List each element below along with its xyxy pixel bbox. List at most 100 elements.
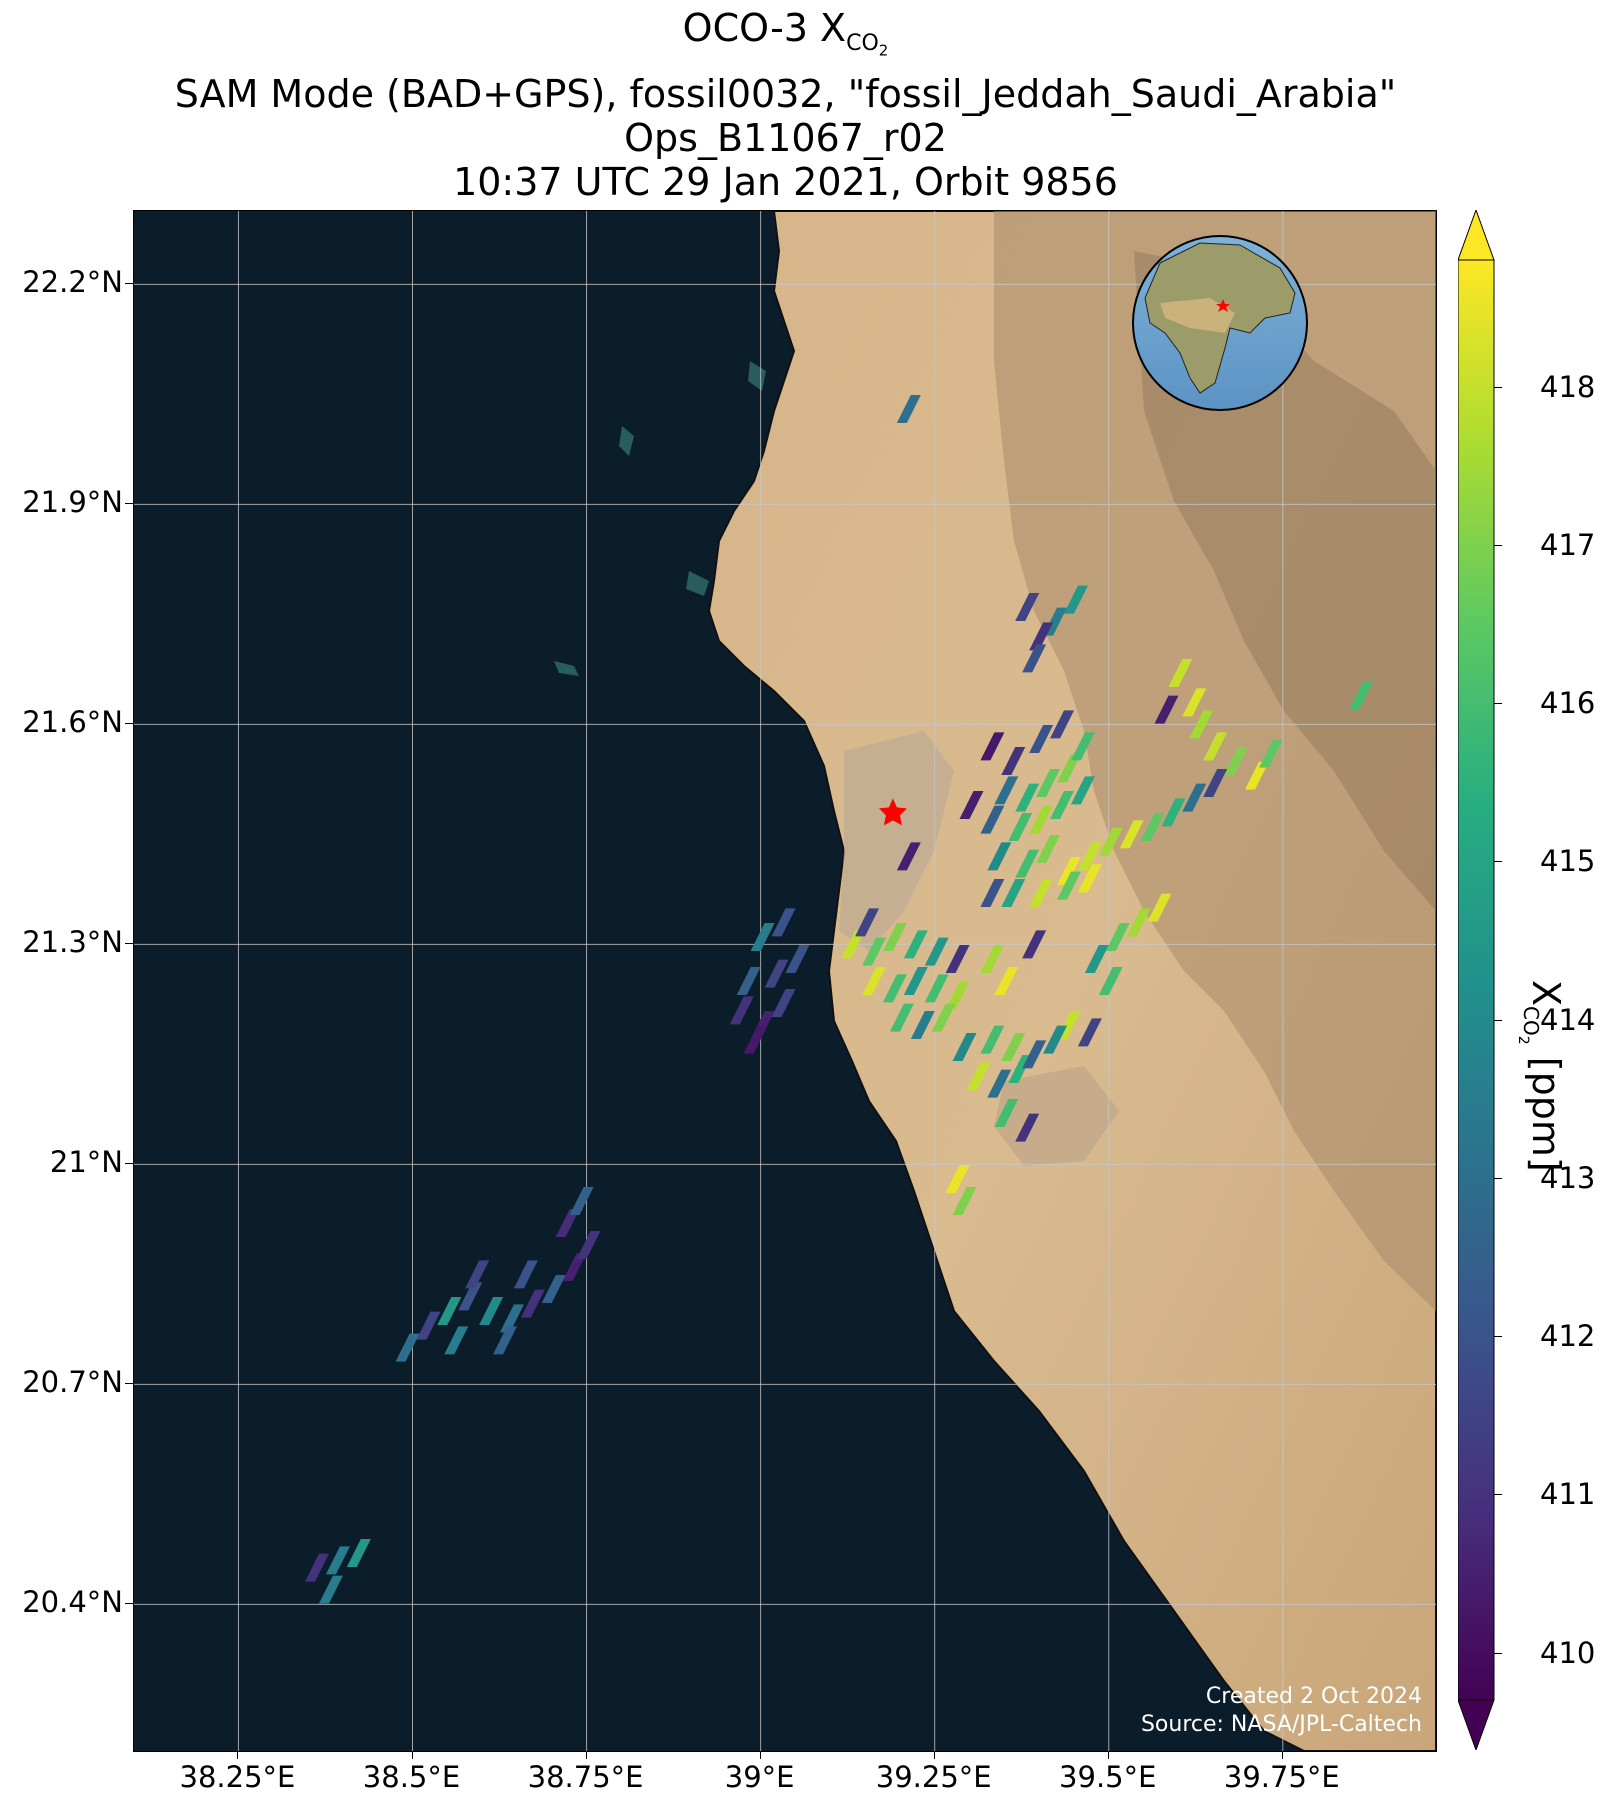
sounding-pixel — [1056, 754, 1081, 783]
credit-text: Created 2 Oct 2024 Source: NASA/JPL-Calt… — [1141, 1683, 1422, 1739]
sounding-pixel — [1050, 710, 1075, 739]
sounding-pixel — [1098, 827, 1123, 856]
lat-tick-mark — [125, 1163, 133, 1165]
lon-tick-mark — [1281, 1751, 1283, 1759]
sounding-pixel — [1098, 967, 1123, 995]
sounding-pixel — [1036, 835, 1061, 863]
colorbar — [1458, 210, 1495, 1750]
lon-tick-label: 39.25°E — [875, 1760, 992, 1794]
inset-globe — [1132, 235, 1308, 411]
lon-tick-label: 38.5°E — [362, 1760, 461, 1794]
sounding-pixel — [945, 981, 970, 1010]
sounding-pixel — [1182, 688, 1207, 717]
colorbar-tick-mark — [1494, 1177, 1502, 1179]
sounding-pixel — [520, 1289, 545, 1318]
sounding-pixel — [966, 1062, 991, 1091]
sounding-pixel — [1077, 1018, 1102, 1047]
sounding-pixel — [1022, 1040, 1047, 1069]
sounding-pixel — [910, 1011, 935, 1039]
sounding-pixel — [479, 1297, 504, 1325]
colorbar-tick-label: 412 — [1540, 1319, 1596, 1354]
sounding-pixel — [994, 967, 1019, 995]
sounding-pixel — [576, 1231, 601, 1259]
sounding-pixel — [945, 945, 970, 973]
sounding-pixel — [882, 974, 907, 1003]
map-canvas — [134, 211, 1436, 1751]
lat-tick-label: 21.3°N — [22, 925, 123, 960]
sounding-pixel — [499, 1304, 524, 1333]
city-area — [839, 731, 954, 951]
chart-title: OCO-3 XCO2 SAM Mode (BAD+GPS), fossil003… — [0, 6, 1571, 204]
colorbar-tick-mark — [1494, 386, 1502, 388]
sounding-pixel — [1070, 776, 1095, 805]
lon-tick-label: 39.5°E — [1059, 1760, 1157, 1794]
sounding-pixel — [1056, 871, 1081, 900]
lon-tick-label: 38.75°E — [527, 1760, 644, 1794]
sounding-pixel — [1070, 732, 1095, 761]
sounding-pixel — [1043, 1025, 1068, 1054]
sounding-pixel — [1001, 747, 1026, 775]
sounding-pixel — [764, 959, 789, 988]
sounding-pixel — [1244, 761, 1269, 790]
sounding-pixel — [1147, 893, 1172, 922]
sounding-pixel — [945, 1165, 970, 1193]
lon-tick-label: 39.75°E — [1223, 1760, 1340, 1794]
sounding-pixel — [1168, 659, 1193, 687]
globe-desert — [1160, 298, 1235, 333]
lat-tick-label: 20.7°N — [22, 1365, 123, 1400]
sounding-pixel — [980, 879, 1005, 907]
map-panel[interactable]: Created 2 Oct 2024 Source: NASA/JPL-Calt… — [133, 210, 1437, 1752]
sounding-pixel — [1036, 769, 1061, 797]
sounding-pixel — [325, 1546, 350, 1575]
lon-tick-mark — [1107, 1751, 1109, 1759]
sounding-pixel — [743, 1025, 768, 1054]
sounding-pixel — [562, 1253, 587, 1281]
lat-tick-mark — [125, 1603, 133, 1605]
sounding-pixel — [1029, 879, 1054, 907]
sounding-pixel — [994, 776, 1019, 805]
sounding-pixel — [1077, 842, 1102, 871]
sounding-pixel — [980, 945, 1005, 973]
sounding-pixel — [395, 1333, 420, 1362]
sounding-pixel — [493, 1326, 518, 1355]
lon-tick-mark — [933, 1751, 935, 1759]
lon-tick-mark — [585, 1751, 587, 1759]
sounding-pixel — [541, 1275, 566, 1303]
sounding-pixel — [1154, 695, 1179, 724]
lat-tick-label: 20.4°N — [22, 1585, 123, 1620]
sounding-pixel — [952, 1187, 977, 1215]
colorbar-tick-label: 414 — [1540, 1002, 1596, 1037]
mountain-terrain — [994, 211, 1436, 1311]
sounding-pixel — [771, 908, 796, 937]
sounding-pixel — [465, 1260, 490, 1289]
sounding-pixel — [987, 842, 1012, 871]
target-star-icon[interactable] — [878, 798, 907, 826]
sounding-pixel — [1349, 681, 1374, 709]
sounding-pixel — [729, 996, 754, 1025]
sounding-pixel — [1077, 864, 1102, 893]
sounding-pixel — [1126, 908, 1151, 937]
sounding-pixel — [458, 1282, 483, 1311]
sounding-pixel — [1084, 945, 1109, 973]
sounding-pixel — [1050, 791, 1075, 819]
lon-tick-mark — [411, 1751, 413, 1759]
sounding-pixel — [750, 923, 775, 951]
sounding-pixel — [1001, 1033, 1026, 1061]
sounding-pixel — [1140, 813, 1165, 841]
sounding-pixel — [924, 937, 949, 966]
lat-tick-mark — [125, 1383, 133, 1385]
colorbar-label: XCO2 [ppm] — [1515, 980, 1568, 1172]
sounding-pixel — [444, 1326, 469, 1355]
sounding-pixel — [1029, 725, 1054, 753]
colorbar-tick-label: 410 — [1540, 1635, 1596, 1670]
globe-marker-icon — [1216, 299, 1230, 312]
lon-tick-label: 39°E — [724, 1760, 795, 1794]
sounding-pixel — [1029, 805, 1054, 834]
title-line-2: SAM Mode (BAD+GPS), fossil0032, "fossil_… — [174, 71, 1397, 116]
title-line-3: Ops_B11067_r02 — [624, 115, 947, 160]
sounding-pixel — [569, 1187, 594, 1215]
sounding-pixel — [1001, 879, 1026, 907]
sounding-pixel — [994, 1099, 1019, 1127]
sounding-pixel — [1224, 747, 1249, 775]
colorbar-tick-mark — [1494, 1652, 1502, 1654]
